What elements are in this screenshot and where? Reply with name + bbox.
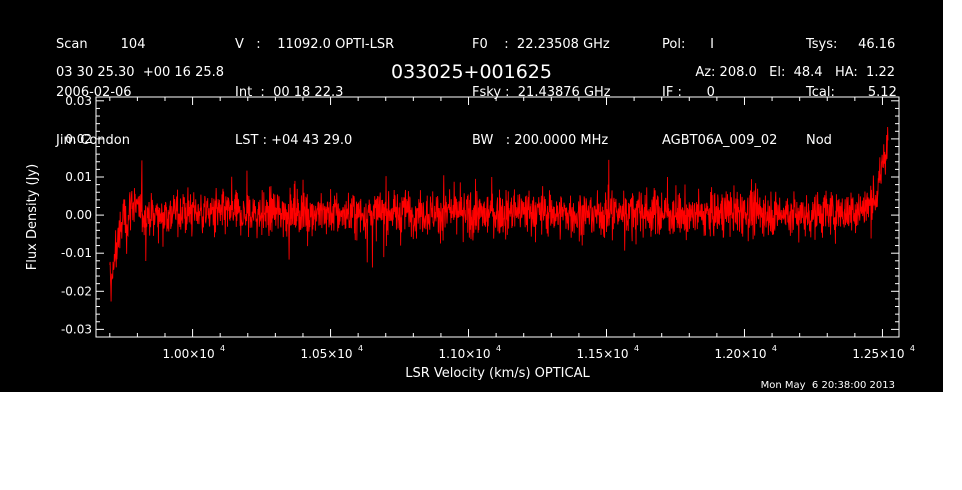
x-tick-exponent: 4 <box>220 344 225 353</box>
x-tick-exponent: 4 <box>772 344 777 353</box>
header-date: 2006-02-06 <box>56 85 132 100</box>
header-velocity-info: V : 11092.0 OPTI-LSR Int : 00 18 22.3 LS… <box>235 5 394 181</box>
x-tick-label: 1.10×10 <box>439 347 491 361</box>
header-tcal: Tcal: 5.12 <box>806 85 897 100</box>
header-pol: Pol: I <box>662 37 714 52</box>
header-az-el-ha: Az: 208.0 El: 48.4 HA: 1.22 <box>695 65 895 80</box>
x-tick-exponent: 4 <box>634 344 639 353</box>
header-lst: LST : +04 43 29.0 <box>235 133 353 148</box>
x-tick-label: 1.05×10 <box>301 347 353 361</box>
trace-layer <box>109 127 889 302</box>
x-tick-exponent: 4 <box>358 344 363 353</box>
header-scan: Scan 104 <box>56 37 146 52</box>
y-axis-label: Flux Density (Jy) <box>25 164 40 270</box>
x-tick-label: 1.15×10 <box>576 347 628 361</box>
spectrum-trace <box>109 127 889 302</box>
y-tick-label: 0.02 <box>65 132 92 146</box>
header-frequency-info: F0 : 22.23508 GHz Fsky : 21.43876 GHz BW… <box>472 5 611 181</box>
header-integration: Int : 00 18 22.3 <box>235 85 344 100</box>
x-tick-label: 1.25×10 <box>852 347 904 361</box>
spectrum-chart: 1.00×10 4 1.05×10 4 1.10×10 4 1.15×10 4 1.20×10 4… <box>25 94 915 381</box>
x-tick-exponent: 4 <box>910 344 915 353</box>
header-coordinates: 03 30 25.30 +00 16 25.8 <box>56 65 225 80</box>
header-f0: F0 : 22.23508 GHz <box>472 37 610 52</box>
header-system-info: Tsys: 46.16 Tcal: 5.12 Nod <box>806 5 897 181</box>
header-scan-info: Scan 104 2006-02-06 Jim Condon <box>56 5 145 181</box>
plot-frame <box>95 96 900 338</box>
header-mode: Nod <box>806 133 832 148</box>
x-tick-label: 1.20×10 <box>714 347 766 361</box>
x-tick-label: 1.00×10 <box>163 347 215 361</box>
y-tick-label: 0.00 <box>65 208 92 222</box>
y-tick-label: 0.01 <box>65 170 92 184</box>
y-tick-label: -0.01 <box>61 246 92 260</box>
spectrum-plot-panel: Scan 104 2006-02-06 Jim Condon V : 11092… <box>0 0 943 392</box>
source-name: 033025+001625 <box>391 61 552 83</box>
x-axis-label: LSR Velocity (km/s) OPTICAL <box>405 366 590 381</box>
y-tick-label: 0.03 <box>65 94 92 108</box>
x-tick-exponent: 4 <box>496 344 501 353</box>
plot-timestamp: Mon May 6 20:38:00 2013 <box>760 380 895 391</box>
header-if: IF : 0 <box>662 85 715 100</box>
y-tick-label: -0.03 <box>61 322 92 336</box>
tick-layer: 1.00×10 4 1.05×10 4 1.10×10 4 1.15×10 4 1.20×10 4… <box>61 94 915 361</box>
header-tsys: Tsys: 46.16 <box>806 37 896 52</box>
header-fsky: Fsky : 21.43876 GHz <box>472 85 611 100</box>
y-tick-label: -0.02 <box>61 284 92 298</box>
header-bw: BW : 200.0000 MHz <box>472 133 609 148</box>
header-pol-info: Pol: I IF : 0 AGBT06A_009_02 <box>662 5 777 181</box>
header-project: AGBT06A_009_02 <box>662 133 778 148</box>
header-observer: Jim Condon <box>56 133 130 148</box>
header-velocity: V : 11092.0 OPTI-LSR <box>235 37 395 52</box>
